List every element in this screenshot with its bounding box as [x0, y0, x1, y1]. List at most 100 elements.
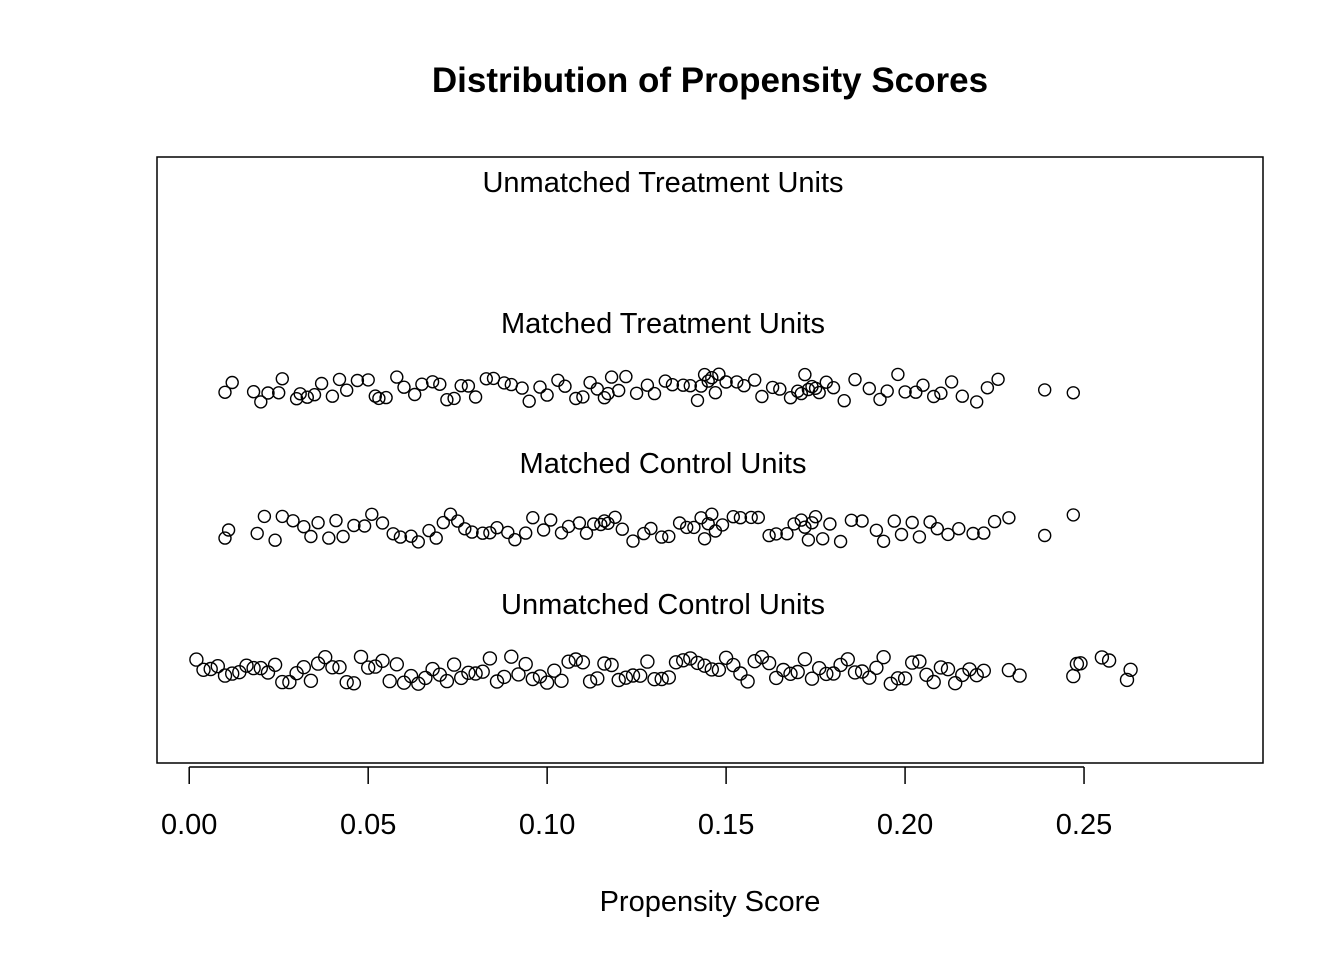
data-point	[644, 521, 658, 536]
data-point	[314, 376, 329, 391]
data-point	[690, 655, 705, 671]
data-point	[261, 386, 275, 400]
x-tick-label: 0.25	[1056, 809, 1112, 841]
data-point	[769, 670, 784, 686]
data-point	[730, 375, 744, 389]
data-point	[519, 526, 533, 540]
data-point	[339, 675, 354, 690]
data-point	[941, 527, 955, 542]
x-tick-label: 0.20	[877, 809, 933, 841]
data-point	[751, 510, 765, 525]
data-point	[672, 516, 687, 530]
data-point	[619, 369, 633, 384]
data-point	[575, 655, 591, 670]
data-point	[855, 514, 869, 528]
data-point	[708, 386, 723, 400]
data-point	[665, 378, 680, 392]
data-point	[862, 670, 877, 685]
data-point	[869, 523, 884, 537]
data-point	[411, 535, 425, 549]
data-point	[755, 389, 769, 404]
data-point	[526, 511, 540, 525]
data-point	[311, 516, 325, 530]
data-point	[708, 524, 723, 538]
data-point	[847, 665, 863, 680]
data-point	[210, 659, 226, 674]
data-point	[361, 660, 376, 675]
data-point	[501, 525, 515, 540]
data-point	[1066, 386, 1081, 400]
data-point	[246, 660, 261, 676]
data-point	[733, 666, 748, 681]
data-point	[898, 385, 912, 399]
data-point	[540, 388, 554, 402]
data-point	[425, 661, 440, 677]
data-point	[876, 650, 891, 665]
data-point	[833, 657, 848, 673]
data-point	[976, 663, 991, 678]
data-point	[783, 666, 798, 681]
data-point	[637, 526, 651, 541]
data-point	[668, 655, 684, 670]
data-point	[718, 650, 734, 665]
data-point	[1119, 672, 1135, 688]
data-point	[224, 666, 240, 681]
row-label-matched-treatment: Matched Treatment Units	[501, 308, 825, 340]
data-point	[458, 522, 472, 536]
data-point	[611, 672, 626, 688]
data-point	[912, 530, 927, 544]
data-point	[304, 529, 318, 544]
data-point	[780, 527, 794, 541]
data-point	[439, 673, 455, 689]
data-point	[418, 670, 433, 686]
data-point	[658, 374, 672, 388]
data-point	[966, 526, 980, 541]
row-label-unmatched-treatment: Unmatched Treatment Units	[482, 167, 843, 199]
data-point	[647, 672, 662, 687]
data-point	[980, 381, 995, 395]
data-point	[804, 671, 820, 686]
data-point	[894, 527, 909, 542]
data-point	[876, 534, 891, 548]
data-point	[887, 514, 901, 528]
data-point	[919, 667, 934, 682]
data-point	[518, 656, 533, 672]
data-point	[365, 507, 379, 521]
data-point	[465, 525, 479, 539]
data-point	[1094, 650, 1110, 665]
data-point	[826, 666, 841, 681]
data-point	[389, 657, 404, 672]
data-point	[572, 516, 587, 530]
data-point	[1037, 528, 1052, 543]
data-point	[372, 391, 386, 406]
data-point	[454, 670, 469, 686]
data-point	[218, 385, 232, 399]
data-point	[733, 511, 748, 525]
data-point	[196, 662, 211, 677]
data-point	[346, 676, 362, 691]
data-point	[357, 519, 372, 533]
data-point	[944, 375, 959, 389]
data-point	[525, 671, 540, 687]
data-point	[390, 370, 404, 384]
points-layer	[189, 367, 1138, 691]
data-point	[1037, 383, 1052, 397]
data-point	[604, 657, 619, 673]
data-point	[747, 654, 762, 669]
data-point	[1101, 653, 1117, 668]
data-point	[704, 662, 719, 677]
data-point	[569, 391, 583, 406]
data-point	[393, 530, 408, 544]
data-point	[891, 367, 905, 382]
data-point	[282, 674, 297, 690]
data-point	[272, 386, 286, 400]
data-point	[254, 395, 268, 409]
data-point	[275, 372, 289, 386]
data-point	[561, 654, 576, 669]
data-point	[511, 667, 526, 682]
data-point	[912, 654, 927, 669]
data-point	[797, 652, 813, 667]
data-point	[840, 652, 855, 667]
data-point	[808, 381, 823, 395]
data-point	[897, 671, 913, 686]
